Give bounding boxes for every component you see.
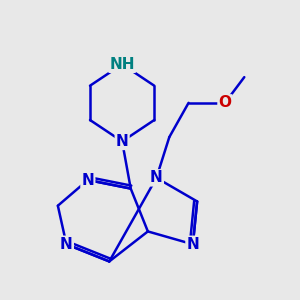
Text: N: N xyxy=(150,170,163,185)
Text: N: N xyxy=(187,237,199,252)
Text: O: O xyxy=(218,95,232,110)
Text: NH: NH xyxy=(110,57,135,72)
Text: N: N xyxy=(116,134,128,149)
Text: N: N xyxy=(60,237,73,252)
Text: N: N xyxy=(82,172,94,188)
